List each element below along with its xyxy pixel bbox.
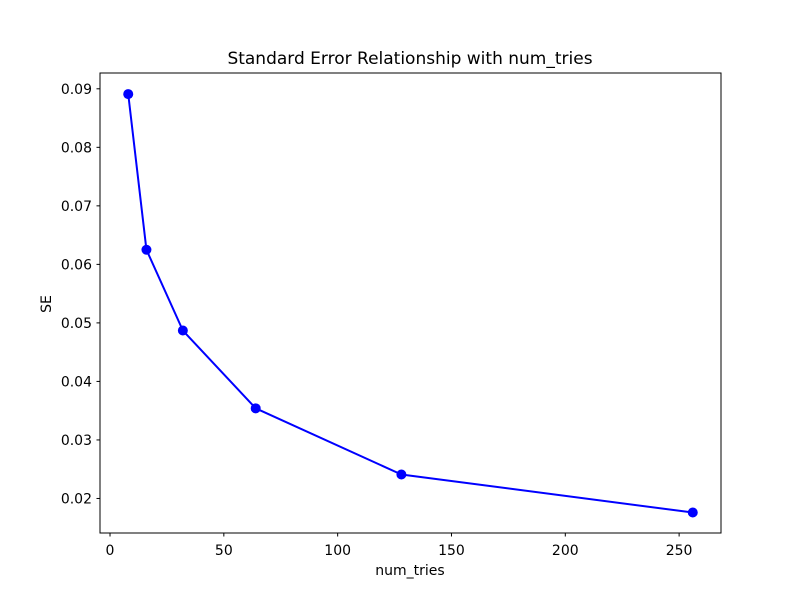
y-axis-label: SE	[39, 295, 55, 313]
plot-area: 0 50 100 150 200 250 0.02 0.03 0.04 0.05 0.06 0.07 0…	[61, 72, 722, 559]
x-tick-label: 0	[106, 543, 115, 559]
x-tick-label: 50	[215, 543, 233, 559]
data-point-marker	[177, 325, 188, 336]
data-point-marker	[141, 244, 152, 255]
x-tick-label: 150	[438, 543, 465, 559]
y-tick-label: 0.02	[61, 491, 92, 507]
y-tick-label: 0.03	[61, 433, 92, 449]
x-tick-label: 100	[324, 543, 351, 559]
y-tick-label: 0.08	[61, 140, 92, 156]
data-point-marker	[687, 507, 698, 518]
axes-spines	[99, 72, 722, 534]
y-tick-label: 0.07	[61, 199, 92, 215]
x-tick-label: 250	[666, 543, 693, 559]
x-tick-label: 200	[552, 543, 579, 559]
x-axis-label: num_tries	[375, 563, 444, 579]
data-point-marker	[396, 469, 407, 480]
y-tick-label: 0.05	[61, 316, 92, 332]
y-tick-label: 0.04	[61, 374, 92, 390]
se-line	[127, 93, 693, 514]
data-point-marker	[123, 89, 134, 100]
y-tick-label: 0.06	[61, 257, 92, 273]
data-point-marker	[250, 403, 261, 414]
chart-title: Standard Error Relationship with num_tri…	[227, 49, 592, 69]
y-tick-label: 0.09	[61, 82, 92, 98]
